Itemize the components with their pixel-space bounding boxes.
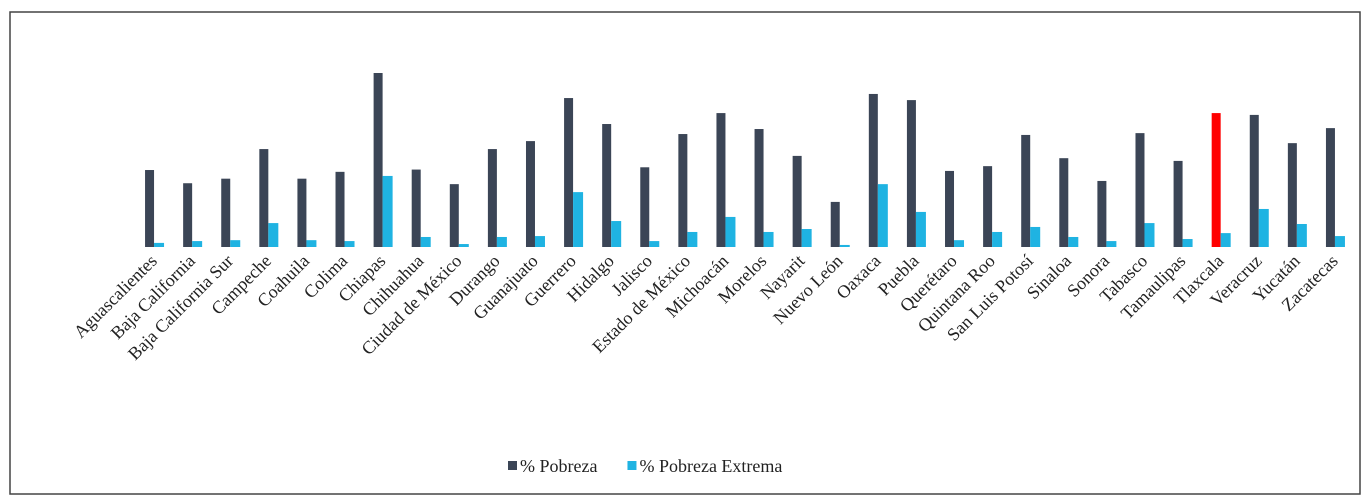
legend-swatch [627,461,637,470]
bar [373,73,383,247]
bar [754,129,764,247]
bar [192,241,203,247]
bar [1220,233,1231,247]
bar [230,240,241,247]
bar [763,231,774,247]
bar [954,240,965,247]
bar [306,240,317,247]
bar [183,183,193,247]
bar [915,211,926,247]
bar [945,170,955,247]
bar [1173,160,1183,247]
bar [1211,113,1221,247]
bar [602,124,612,247]
bar [335,171,345,247]
bar [573,192,584,247]
bar [640,167,650,247]
bar [983,166,993,247]
legend-label: % Pobreza [520,456,597,476]
bar [487,149,497,247]
bar [687,231,698,247]
bar [1068,236,1079,247]
bar [1287,143,1297,247]
bar [1249,114,1259,247]
bar [877,184,888,247]
bar [382,175,393,247]
bar [678,134,688,247]
bar [1135,133,1145,247]
bar [1325,128,1335,247]
bar [649,241,660,247]
bar [154,242,165,247]
bar [525,141,535,247]
bar [411,169,421,247]
bar [564,98,574,247]
bar [868,93,878,247]
bar [496,236,507,247]
bar [1030,226,1041,247]
bar [145,170,155,247]
bar [259,149,269,247]
bar [611,221,622,247]
bar [830,201,840,247]
bar [534,236,545,247]
bar [458,244,469,247]
bar [221,178,231,247]
bar [1144,223,1155,247]
bar [801,229,812,247]
bar [725,216,736,247]
bar [1258,208,1269,247]
bar [1296,223,1307,247]
bar [268,223,279,247]
bar [906,100,916,247]
bar [792,155,802,247]
bar [1334,236,1345,247]
bar [1059,158,1069,247]
bar [1021,134,1031,247]
bar [1097,180,1107,247]
bar [1182,239,1193,247]
legend-label: % Pobreza Extrema [639,456,782,476]
bar [839,244,850,247]
bar [420,236,431,247]
bar [449,184,459,247]
legend-swatch [508,461,517,470]
chart-frame [9,11,1361,495]
bar [992,231,1003,247]
bar [344,241,355,247]
bar [716,113,726,247]
bar [297,178,307,247]
bar [1106,241,1117,247]
